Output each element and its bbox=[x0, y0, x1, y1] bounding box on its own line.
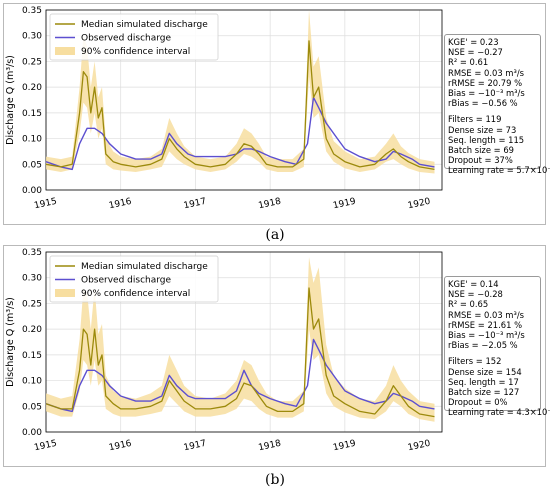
legend-confidence-swatch bbox=[55, 47, 75, 55]
hyperparameter-line: Filters = 119 bbox=[448, 114, 502, 125]
metric-line: rBias = −2.05 % bbox=[448, 340, 518, 351]
legend-simulated-label: Median simulated discharge bbox=[81, 20, 208, 30]
legend-box bbox=[49, 255, 219, 303]
hyperparameter-line: Batch size = 127 bbox=[448, 387, 520, 398]
y-tick-label: 0.00 bbox=[22, 186, 42, 196]
y-axis-label: Discharge Q (m³/s) bbox=[5, 297, 16, 387]
hyperparameter-line: Batch size = 69 bbox=[448, 145, 514, 156]
legend-observed-label: Observed discharge bbox=[81, 34, 171, 44]
metric-line: R² = 0.65 bbox=[448, 299, 489, 310]
legend-observed-label: Observed discharge bbox=[81, 276, 171, 286]
y-tick-label: 0.15 bbox=[22, 351, 42, 361]
y-tick-label: 0.30 bbox=[22, 32, 42, 42]
y-tick-label: 0.10 bbox=[22, 377, 42, 387]
y-tick-label: 0.10 bbox=[22, 135, 42, 145]
x-tick-label: 1918 bbox=[257, 439, 282, 454]
metric-line: rRMSE = 21.61 % bbox=[448, 319, 523, 330]
metric-line: NSE = −0.27 bbox=[448, 47, 503, 58]
x-tick-label: 1920 bbox=[407, 197, 432, 212]
hyperparameter-line: Learning rate = 5.7×10⁻³ bbox=[448, 165, 550, 176]
legend-simulated-label: Median simulated discharge bbox=[81, 262, 208, 272]
metric-line: rBias = −0.56 % bbox=[448, 98, 518, 109]
hyperparameter-line: Dropout = 37% bbox=[448, 155, 513, 166]
panel-label-a: (a) bbox=[265, 227, 285, 243]
y-tick-label: 0.35 bbox=[22, 248, 42, 258]
x-tick-label: 1919 bbox=[332, 197, 357, 212]
hyperparameter-line: Filters = 152 bbox=[448, 356, 502, 367]
metrics-box-b: KGE' = 0.14 NSE = −0.28 R² = 0.65 RMSE = 0.… bbox=[444, 276, 550, 417]
x-tick-label: 1917 bbox=[183, 197, 207, 212]
hyperparameter-line: Dropout = 0% bbox=[448, 397, 508, 408]
panel-label-b: (b) bbox=[265, 472, 285, 488]
y-tick-label: 0.30 bbox=[22, 274, 42, 284]
y-tick-label: 0.05 bbox=[22, 402, 42, 412]
x-tick-label: 1919 bbox=[332, 439, 357, 454]
simulated-discharge-line bbox=[45, 40, 435, 171]
metric-line: Bias = −10⁻³ m³/s bbox=[448, 330, 525, 341]
x-tick-label: 1915 bbox=[33, 197, 57, 212]
y-tick-label: 0.00 bbox=[22, 428, 42, 438]
y-tick-label: 0.20 bbox=[22, 83, 42, 93]
legend-confidence-label: 90% confidence interval bbox=[81, 289, 190, 299]
metric-line: RMSE = 0.03 m³/s bbox=[448, 309, 525, 320]
hyperparameter-line: Seq. length = 17 bbox=[448, 376, 519, 387]
x-tick-label: 1915 bbox=[33, 439, 57, 454]
legend-confidence-label: 90% confidence interval bbox=[81, 47, 190, 57]
metric-line: NSE = −0.28 bbox=[448, 289, 503, 300]
x-tick-label: 1920 bbox=[407, 439, 432, 454]
hyperparameter-line: Dense size = 73 bbox=[448, 124, 517, 135]
metric-line: R² = 0.61 bbox=[448, 57, 489, 68]
metric-line: Bias = −10⁻³ m³/s bbox=[448, 88, 525, 99]
chart-panel-a: 0.00 0.05 0.10 0.15 0.20 0.25 0.30 0.35 1915 1916… bbox=[5, 6, 443, 212]
chart-panel-b: 0.00 0.05 0.10 0.15 0.20 0.25 0.30 0.35 1915 1916… bbox=[5, 248, 443, 454]
x-tick-label: 1916 bbox=[108, 197, 133, 212]
y-tick-label: 0.35 bbox=[22, 6, 42, 16]
metric-line: rRMSE = 20.79 % bbox=[448, 77, 523, 88]
y-tick-label: 0.15 bbox=[22, 109, 42, 119]
metric-line: KGE' = 0.23 bbox=[448, 37, 499, 47]
hyperparameter-line: Dense size = 154 bbox=[448, 366, 522, 377]
plot-area-border bbox=[45, 9, 443, 191]
legend-box bbox=[49, 13, 219, 61]
x-tick-label: 1917 bbox=[183, 439, 207, 454]
confidence-band bbox=[46, 10, 435, 174]
hyperparameter-line: Learning rate = 4.3×10⁻² bbox=[448, 407, 550, 418]
hyperparameter-line: Seq. length = 115 bbox=[448, 134, 525, 145]
y-tick-label: 0.05 bbox=[22, 160, 42, 170]
metric-line: RMSE = 0.03 m³/s bbox=[448, 67, 525, 78]
x-tick-label: 1916 bbox=[108, 439, 133, 454]
y-tick-label: 0.25 bbox=[22, 299, 42, 309]
metric-line: KGE' = 0.14 bbox=[448, 279, 499, 289]
plot-area-border bbox=[45, 251, 443, 433]
metrics-box-a: KGE' = 0.23 NSE = −0.27 R² = 0.61 RMSE = 0.… bbox=[444, 34, 550, 175]
y-axis-label: Discharge Q (m³/s) bbox=[5, 55, 16, 145]
simulated-discharge-line bbox=[45, 287, 435, 418]
legend-confidence-swatch bbox=[55, 289, 75, 297]
x-tick-label: 1918 bbox=[257, 197, 282, 212]
y-tick-label: 0.20 bbox=[22, 325, 42, 335]
y-tick-label: 0.25 bbox=[22, 57, 42, 67]
